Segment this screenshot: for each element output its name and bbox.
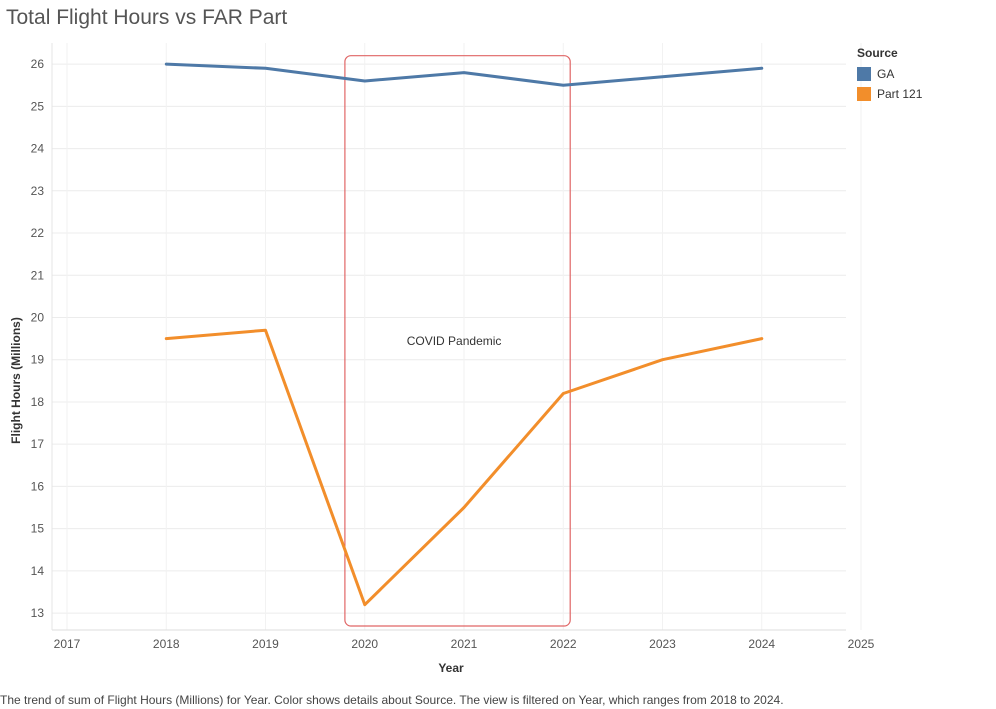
- x-tick-label: 2021: [451, 637, 478, 651]
- data-point-ga[interactable]: [262, 64, 270, 72]
- legend-label-ga: GA: [877, 67, 895, 81]
- data-point-part-121[interactable]: [460, 504, 468, 512]
- y-tick-label: 17: [31, 437, 45, 451]
- y-tick-label: 19: [31, 353, 45, 367]
- covid-annotation-label: COVID Pandemic: [407, 334, 502, 348]
- y-tick-label: 14: [31, 564, 45, 578]
- data-point-part-121[interactable]: [659, 356, 667, 364]
- data-point-ga[interactable]: [361, 77, 369, 85]
- y-tick-label: 15: [31, 522, 45, 536]
- legend-swatch-part-121: [857, 87, 871, 101]
- legend-swatch-ga: [857, 67, 871, 81]
- y-tick-label: 18: [31, 395, 45, 409]
- grid-lines: [52, 43, 862, 630]
- data-point-ga[interactable]: [659, 73, 667, 81]
- y-tick-label: 23: [31, 184, 45, 198]
- series-lines: [162, 60, 766, 609]
- x-axis-title: Year: [438, 661, 464, 675]
- x-tick-label: 2020: [351, 637, 378, 651]
- x-tick-label: 2025: [848, 637, 875, 651]
- data-point-part-121[interactable]: [361, 601, 369, 609]
- chart-caption: The trend of sum of Flight Hours (Millio…: [0, 693, 784, 707]
- y-tick-label: 25: [31, 99, 45, 113]
- legend-item-part-121[interactable]: Part 121: [857, 84, 922, 104]
- data-point-part-121[interactable]: [758, 335, 766, 343]
- chart-title: Total Flight Hours vs FAR Part: [6, 6, 288, 29]
- legend: Source GA Part 121: [857, 46, 922, 104]
- covid-annotation-box: [344, 55, 571, 627]
- y-tick-label: 20: [31, 310, 45, 324]
- data-point-ga[interactable]: [758, 64, 766, 72]
- x-tick-label: 2019: [252, 637, 279, 651]
- annotation-group: COVID Pandemic: [344, 55, 571, 627]
- y-tick-label: 16: [31, 479, 45, 493]
- data-point-part-121[interactable]: [559, 390, 567, 398]
- y-tick-label: 21: [31, 268, 45, 282]
- y-tick-label: 13: [31, 606, 45, 620]
- series-line-part-121[interactable]: [164, 328, 764, 607]
- legend-label-part-121: Part 121: [877, 87, 923, 101]
- series-line-ga[interactable]: [164, 62, 764, 87]
- data-point-part-121[interactable]: [162, 335, 170, 343]
- y-tick-label: 24: [31, 142, 45, 156]
- x-tick-label: 2022: [550, 637, 577, 651]
- data-point-part-121[interactable]: [262, 326, 270, 334]
- y-tick-label: 26: [31, 57, 45, 71]
- x-tick-label: 2024: [748, 637, 775, 651]
- x-tick-label: 2018: [153, 637, 180, 651]
- legend-title: Source: [857, 46, 898, 60]
- data-point-ga[interactable]: [559, 81, 567, 89]
- x-tick-label: 2017: [54, 637, 81, 651]
- y-axis-title: Flight Hours (Millions): [9, 317, 23, 444]
- legend-item-ga[interactable]: GA: [857, 64, 922, 84]
- y-tick-label: 22: [31, 226, 45, 240]
- x-tick-label: 2023: [649, 637, 676, 651]
- data-point-ga[interactable]: [162, 60, 170, 68]
- data-point-ga[interactable]: [460, 69, 468, 77]
